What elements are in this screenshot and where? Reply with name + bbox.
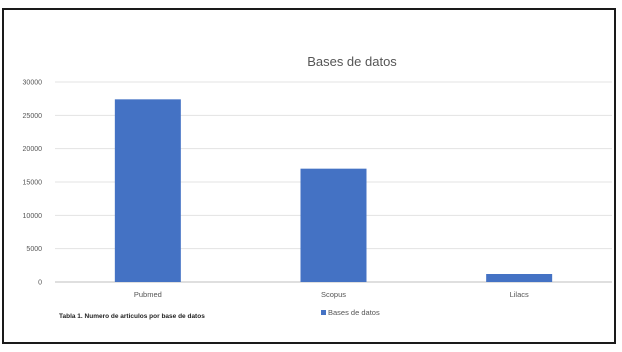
bar-scopus: [300, 168, 367, 282]
y-tick-label: 0: [38, 280, 42, 287]
x-axis-categories: Pubmed Scopus Lilacs: [134, 290, 529, 299]
y-tick-label: 30000: [23, 80, 43, 87]
bar-pubmed: [114, 99, 181, 282]
y-tick-label: 15000: [23, 180, 43, 187]
table-caption: Tabla 1. Numero de articulos por base de…: [59, 313, 205, 320]
bars: [114, 99, 553, 282]
legend: Bases de datos: [321, 308, 380, 317]
legend-label: Bases de datos: [328, 308, 380, 317]
y-tick-label: 5000: [26, 246, 42, 253]
y-tick-label: 10000: [23, 213, 43, 220]
legend-swatch: [321, 310, 326, 315]
y-tick-label: 20000: [23, 146, 43, 153]
chart-title: Bases de datos: [307, 54, 397, 69]
bar-lilacs: [486, 274, 553, 282]
y-tick-label: 25000: [23, 113, 43, 120]
y-axis-ticks: 0 5000 10000 15000 20000 25000 30000: [23, 80, 43, 287]
x-category-label: Pubmed: [134, 290, 162, 299]
x-category-label: Lilacs: [510, 290, 529, 299]
x-category-label: Scopus: [321, 290, 346, 299]
